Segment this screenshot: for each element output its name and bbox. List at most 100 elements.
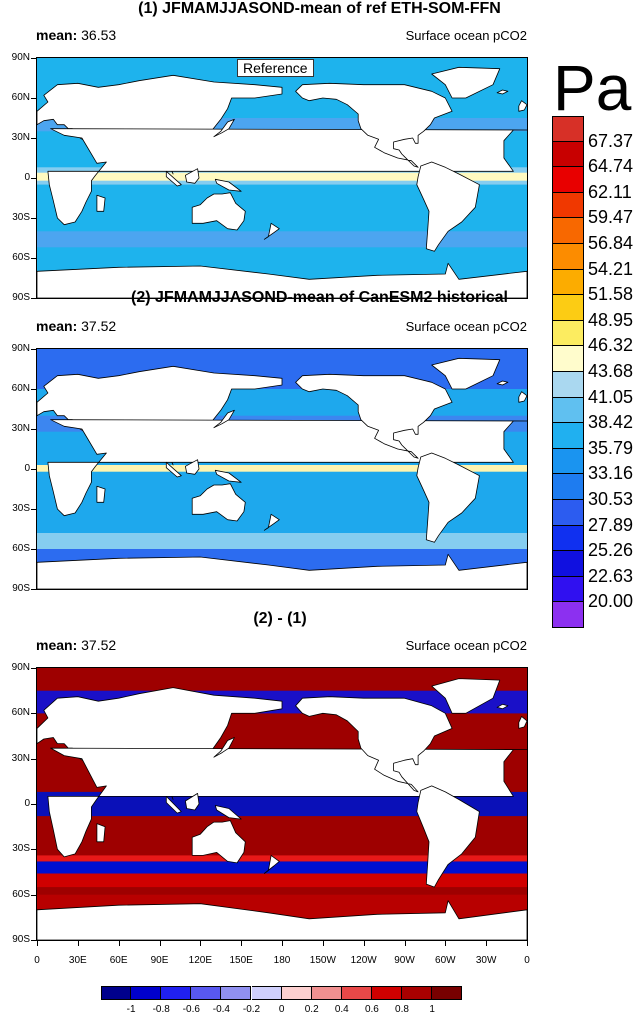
panel-1-variable: Surface ocean pCO2 bbox=[405, 28, 527, 43]
land-mass bbox=[214, 469, 242, 483]
colorbar-swatch bbox=[552, 295, 584, 321]
land-mass bbox=[37, 262, 527, 298]
latitude-tick bbox=[31, 589, 36, 590]
land-mass bbox=[295, 82, 453, 168]
latitude-label: 30N bbox=[11, 423, 30, 434]
latitude-tick bbox=[31, 894, 36, 896]
land-mass bbox=[47, 747, 527, 858]
latitude-tick bbox=[31, 713, 36, 715]
latitude-label: 0 bbox=[24, 463, 30, 474]
colorbar-swatch bbox=[552, 192, 584, 219]
colorbar-swatch bbox=[552, 474, 584, 500]
latitude-tick bbox=[31, 178, 36, 179]
difference-colorbar-swatch bbox=[432, 986, 463, 1000]
colorbar-swatch bbox=[552, 244, 584, 270]
latitude-label: 90N bbox=[11, 343, 30, 354]
latitude-label: 60S bbox=[12, 543, 30, 554]
latitude-tick bbox=[31, 469, 36, 470]
difference-colorbar-swatch bbox=[221, 986, 252, 1000]
difference-colorbar-swatch bbox=[101, 986, 132, 1000]
longitude-tick bbox=[77, 941, 79, 946]
longitude-label: 90W bbox=[394, 955, 415, 966]
difference-colorbar-swatch bbox=[402, 986, 433, 1000]
colorbar-swatch bbox=[552, 602, 584, 628]
latitude-label: 60S bbox=[12, 252, 30, 263]
land-mass bbox=[416, 452, 480, 543]
longitude-label: 0 bbox=[34, 955, 40, 966]
land-mass bbox=[191, 192, 246, 231]
land-mass bbox=[191, 820, 246, 864]
latitude-label: 0 bbox=[24, 798, 30, 809]
panel-3-mean: mean: 37.52 bbox=[36, 637, 116, 653]
difference-colorbar-label: 0.8 bbox=[395, 1004, 409, 1015]
difference-colorbar-label: -0.8 bbox=[152, 1004, 170, 1015]
difference-colorbar-swatch bbox=[311, 986, 342, 1000]
colorbar-swatch bbox=[552, 372, 584, 398]
panel-3-variable: Surface ocean pCO2 bbox=[405, 638, 527, 653]
longitude-label: 180 bbox=[273, 955, 291, 966]
field-band bbox=[37, 172, 527, 181]
panel-1-mean-value: 36.53 bbox=[81, 27, 117, 43]
colorbar-swatch bbox=[552, 141, 584, 168]
difference-colorbar-label: 0 bbox=[278, 1004, 285, 1015]
longitude-label: 0 bbox=[524, 955, 530, 966]
difference-colorbar-label: -0.4 bbox=[212, 1004, 230, 1015]
land-mass bbox=[518, 716, 527, 729]
colorbar-label: 54.21 bbox=[588, 258, 634, 279]
difference-colorbar-swatch bbox=[341, 986, 372, 1000]
colorbar-label: 48.95 bbox=[588, 309, 634, 330]
colorbar-label: 59.47 bbox=[588, 207, 634, 228]
latitude-tick bbox=[31, 258, 36, 259]
field-band bbox=[37, 465, 527, 472]
latitude-label: 30S bbox=[12, 212, 30, 223]
longitude-label: 30E bbox=[68, 955, 87, 966]
colorbar-swatch bbox=[552, 218, 584, 244]
land-mass bbox=[165, 170, 182, 187]
latitude-label: 30N bbox=[11, 132, 30, 143]
land-mass bbox=[263, 854, 280, 874]
latitude-tick bbox=[31, 389, 36, 390]
latitude-label: 90S bbox=[12, 583, 30, 594]
colorbar-label: 22.63 bbox=[588, 565, 634, 586]
land-mass bbox=[496, 89, 509, 95]
land-mass bbox=[96, 485, 106, 503]
land-mass bbox=[431, 357, 501, 390]
latitude-tick bbox=[31, 58, 36, 59]
longitude-tick bbox=[159, 941, 161, 946]
latitude-tick bbox=[31, 940, 36, 941]
colorbar-label: 56.84 bbox=[588, 233, 634, 253]
colorbar-swatch bbox=[552, 346, 584, 372]
latitude-tick bbox=[31, 668, 36, 669]
panel-1-title: (1) JFMAMJJASOND-mean of ref ETH-SOM-FFN bbox=[138, 0, 501, 17]
land-mass bbox=[96, 194, 106, 212]
panel-2-title: (2) JFMAMJJASOND-mean of CanESM2 histori… bbox=[131, 289, 508, 306]
longitude-label: 150W bbox=[309, 955, 336, 966]
colorbar-swatch bbox=[552, 269, 584, 296]
longitude-tick bbox=[37, 941, 38, 946]
field-band bbox=[37, 231, 527, 248]
longitude-label: 60W bbox=[435, 955, 456, 966]
latitude-label: 60N bbox=[11, 92, 30, 103]
land-mass bbox=[213, 737, 235, 758]
land-mass bbox=[184, 459, 200, 475]
difference-colorbar-swatch bbox=[281, 986, 312, 1000]
land-mass bbox=[496, 703, 509, 710]
colorbar-label: 35.79 bbox=[588, 437, 634, 458]
colorbar-label: 46.32 bbox=[588, 335, 634, 356]
colorbar-label: 20.00 bbox=[588, 591, 634, 612]
colorbar-swatch bbox=[552, 116, 584, 142]
land-mass bbox=[214, 178, 242, 192]
colorbar-swatch bbox=[552, 397, 584, 424]
longitude-tick bbox=[200, 941, 202, 946]
field-band bbox=[37, 855, 527, 862]
difference-colorbar-label: 0.2 bbox=[304, 1004, 319, 1015]
panel-2-variable: Surface ocean pCO2 bbox=[405, 319, 527, 334]
colorbar-label: 41.05 bbox=[588, 386, 634, 407]
longitude-tick bbox=[322, 941, 324, 946]
difference-colorbar-label: 0.6 bbox=[364, 1004, 379, 1015]
panel-2-mean-value: 37.52 bbox=[81, 318, 117, 334]
latitude-tick bbox=[31, 298, 36, 299]
land-mass bbox=[431, 678, 501, 714]
difference-colorbar-label: -0.2 bbox=[242, 1004, 261, 1015]
difference-colorbar-swatch bbox=[371, 986, 402, 1000]
